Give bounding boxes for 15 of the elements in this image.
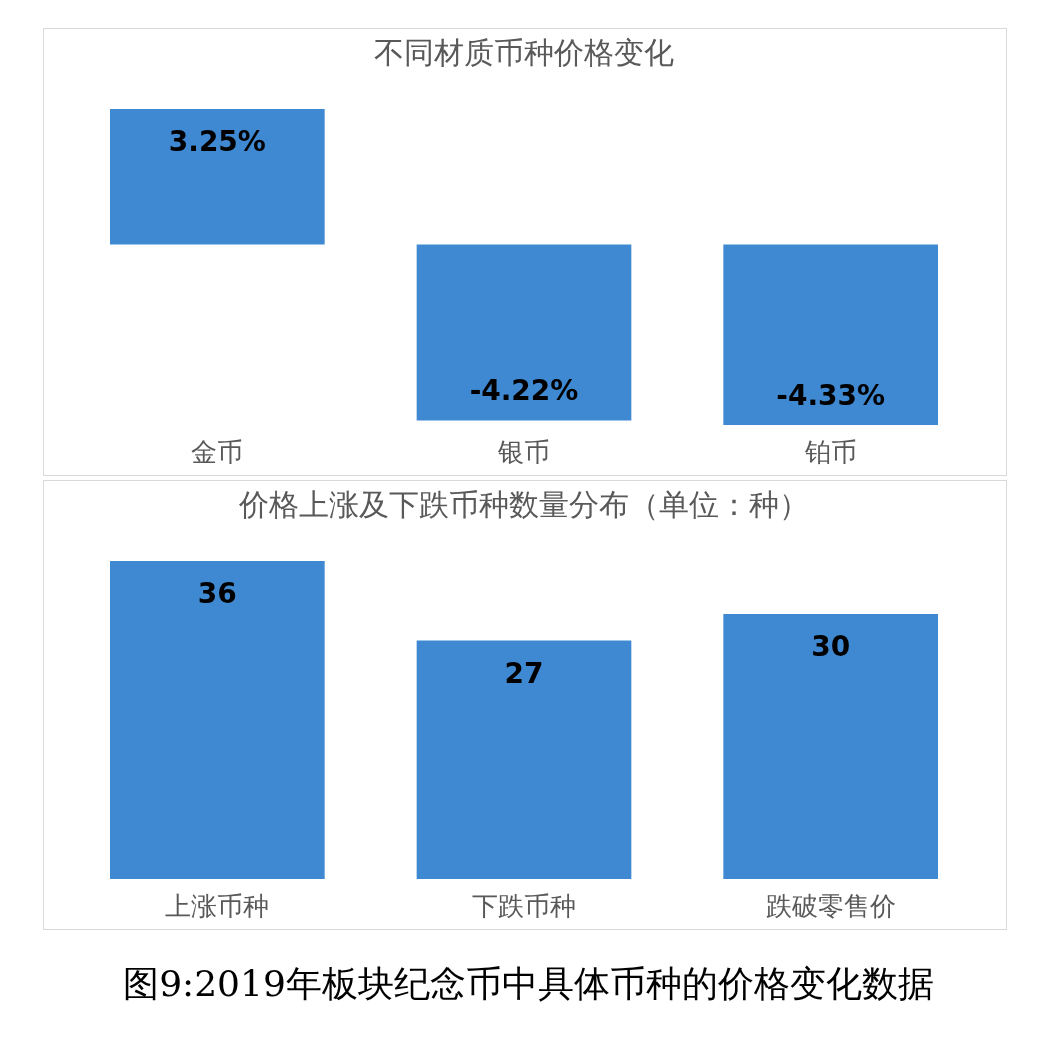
data-label: 3.25% <box>168 125 266 158</box>
x-tick-label: 跌破零售价 <box>765 890 896 921</box>
x-tick-label: 铂币 <box>803 436 857 467</box>
x-tick-label: 上涨币种 <box>165 890 270 921</box>
data-label: 30 <box>811 630 851 663</box>
chart-title: 不同材质币种价格变化 <box>374 35 674 70</box>
chart-title: 价格上涨及下跌币种数量分布（单位：种） <box>238 487 809 522</box>
data-label: 27 <box>504 656 544 690</box>
caption: 图9:2019年板块纪念币中具体币种的价格变化数据 <box>122 962 935 1006</box>
x-tick-label: 下跌币种 <box>472 890 576 921</box>
x-tick-label: 银币 <box>497 436 550 467</box>
data-label: -4.22% <box>469 374 579 408</box>
x-tick-label: 金币 <box>191 436 244 467</box>
data-label: -4.33% <box>776 379 886 412</box>
data-label: 36 <box>197 577 237 610</box>
